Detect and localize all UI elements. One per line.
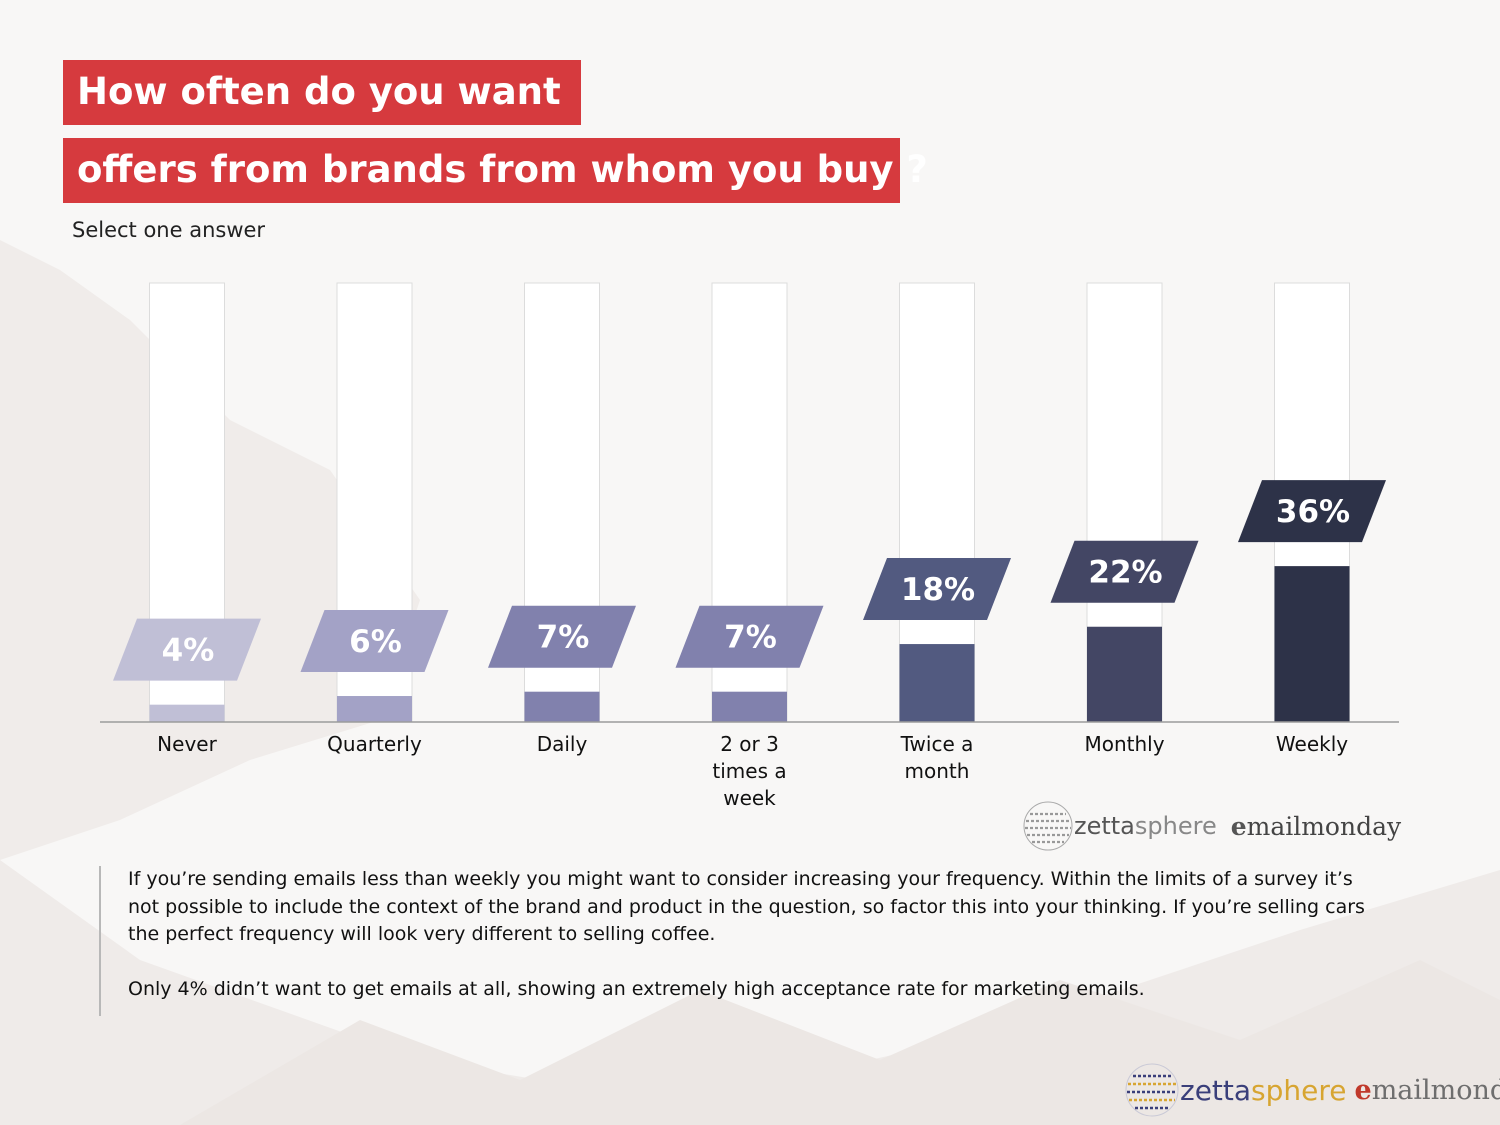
footer-logo-zetta-text: zetta (1180, 1073, 1252, 1107)
logo-sphere-text: sphere (1134, 812, 1217, 840)
data-label-tag (488, 605, 636, 668)
x-tick-label: Twice a month (900, 732, 974, 783)
bar (1274, 566, 1350, 722)
footer-logo-sphere-text: sphere (1251, 1073, 1347, 1107)
data-label: 6% (349, 624, 402, 660)
footer-logo-e-text: e (1354, 1074, 1372, 1106)
chart-title-line-2: offers from brands from whom you buy ? (63, 138, 928, 203)
logo-zetta-text: zetta (1074, 812, 1135, 840)
data-label-tag (675, 605, 824, 668)
zettasphere-emailmonday-footer-logo: zettasphere emailmonday (1124, 1062, 1500, 1118)
logo-e-text: e (1230, 811, 1247, 841)
chart-title-line-1: How often do you want (63, 60, 581, 125)
data-label: 18% (901, 572, 975, 608)
data-label-tag (113, 618, 261, 681)
bar (1087, 626, 1162, 722)
x-tick-label: Quarterly (327, 732, 422, 756)
commentary-paragraph-1: If you’re sending emails less than weekl… (128, 868, 1365, 945)
zettasphere-emailmonday-logo: zettasphere emailmonday (1022, 800, 1401, 852)
data-label: 7% (537, 620, 590, 656)
commentary-text: If you’re sending emails less than weekl… (99, 866, 1379, 1016)
data-label-tag (1050, 540, 1199, 603)
data-label: 4% (162, 633, 215, 669)
x-tick-label: 2 or 3 times a week (712, 732, 787, 810)
logo-mailmonday-text: mailmonday (1246, 811, 1402, 841)
x-tick-label: Never (157, 732, 217, 756)
bar (149, 704, 225, 722)
x-tick-label: Weekly (1275, 732, 1349, 756)
x-tick-label: Daily (536, 732, 588, 756)
footer-logo-mailmonday-text: mailmonday (1371, 1074, 1500, 1106)
bar (337, 696, 412, 722)
bar (712, 691, 787, 722)
chart-subtitle: Select one answer (72, 218, 266, 242)
bar (899, 644, 975, 722)
data-label-tag (300, 610, 449, 673)
x-tick-label: Monthly (1084, 732, 1165, 756)
data-label-tag (863, 558, 1011, 621)
data-label-tag (1238, 480, 1386, 543)
data-label: 7% (724, 620, 777, 656)
data-label: 36% (1276, 494, 1350, 530)
data-label: 22% (1088, 555, 1162, 591)
globe-icon (1125, 1063, 1179, 1117)
bar (524, 691, 600, 722)
commentary-paragraph-2: Only 4% didn’t want to get emails at all… (128, 977, 1145, 1000)
globe-icon (1023, 801, 1073, 851)
bar-chart: 4% 6% 7% 7% 18% 22% 36% (100, 282, 1399, 723)
